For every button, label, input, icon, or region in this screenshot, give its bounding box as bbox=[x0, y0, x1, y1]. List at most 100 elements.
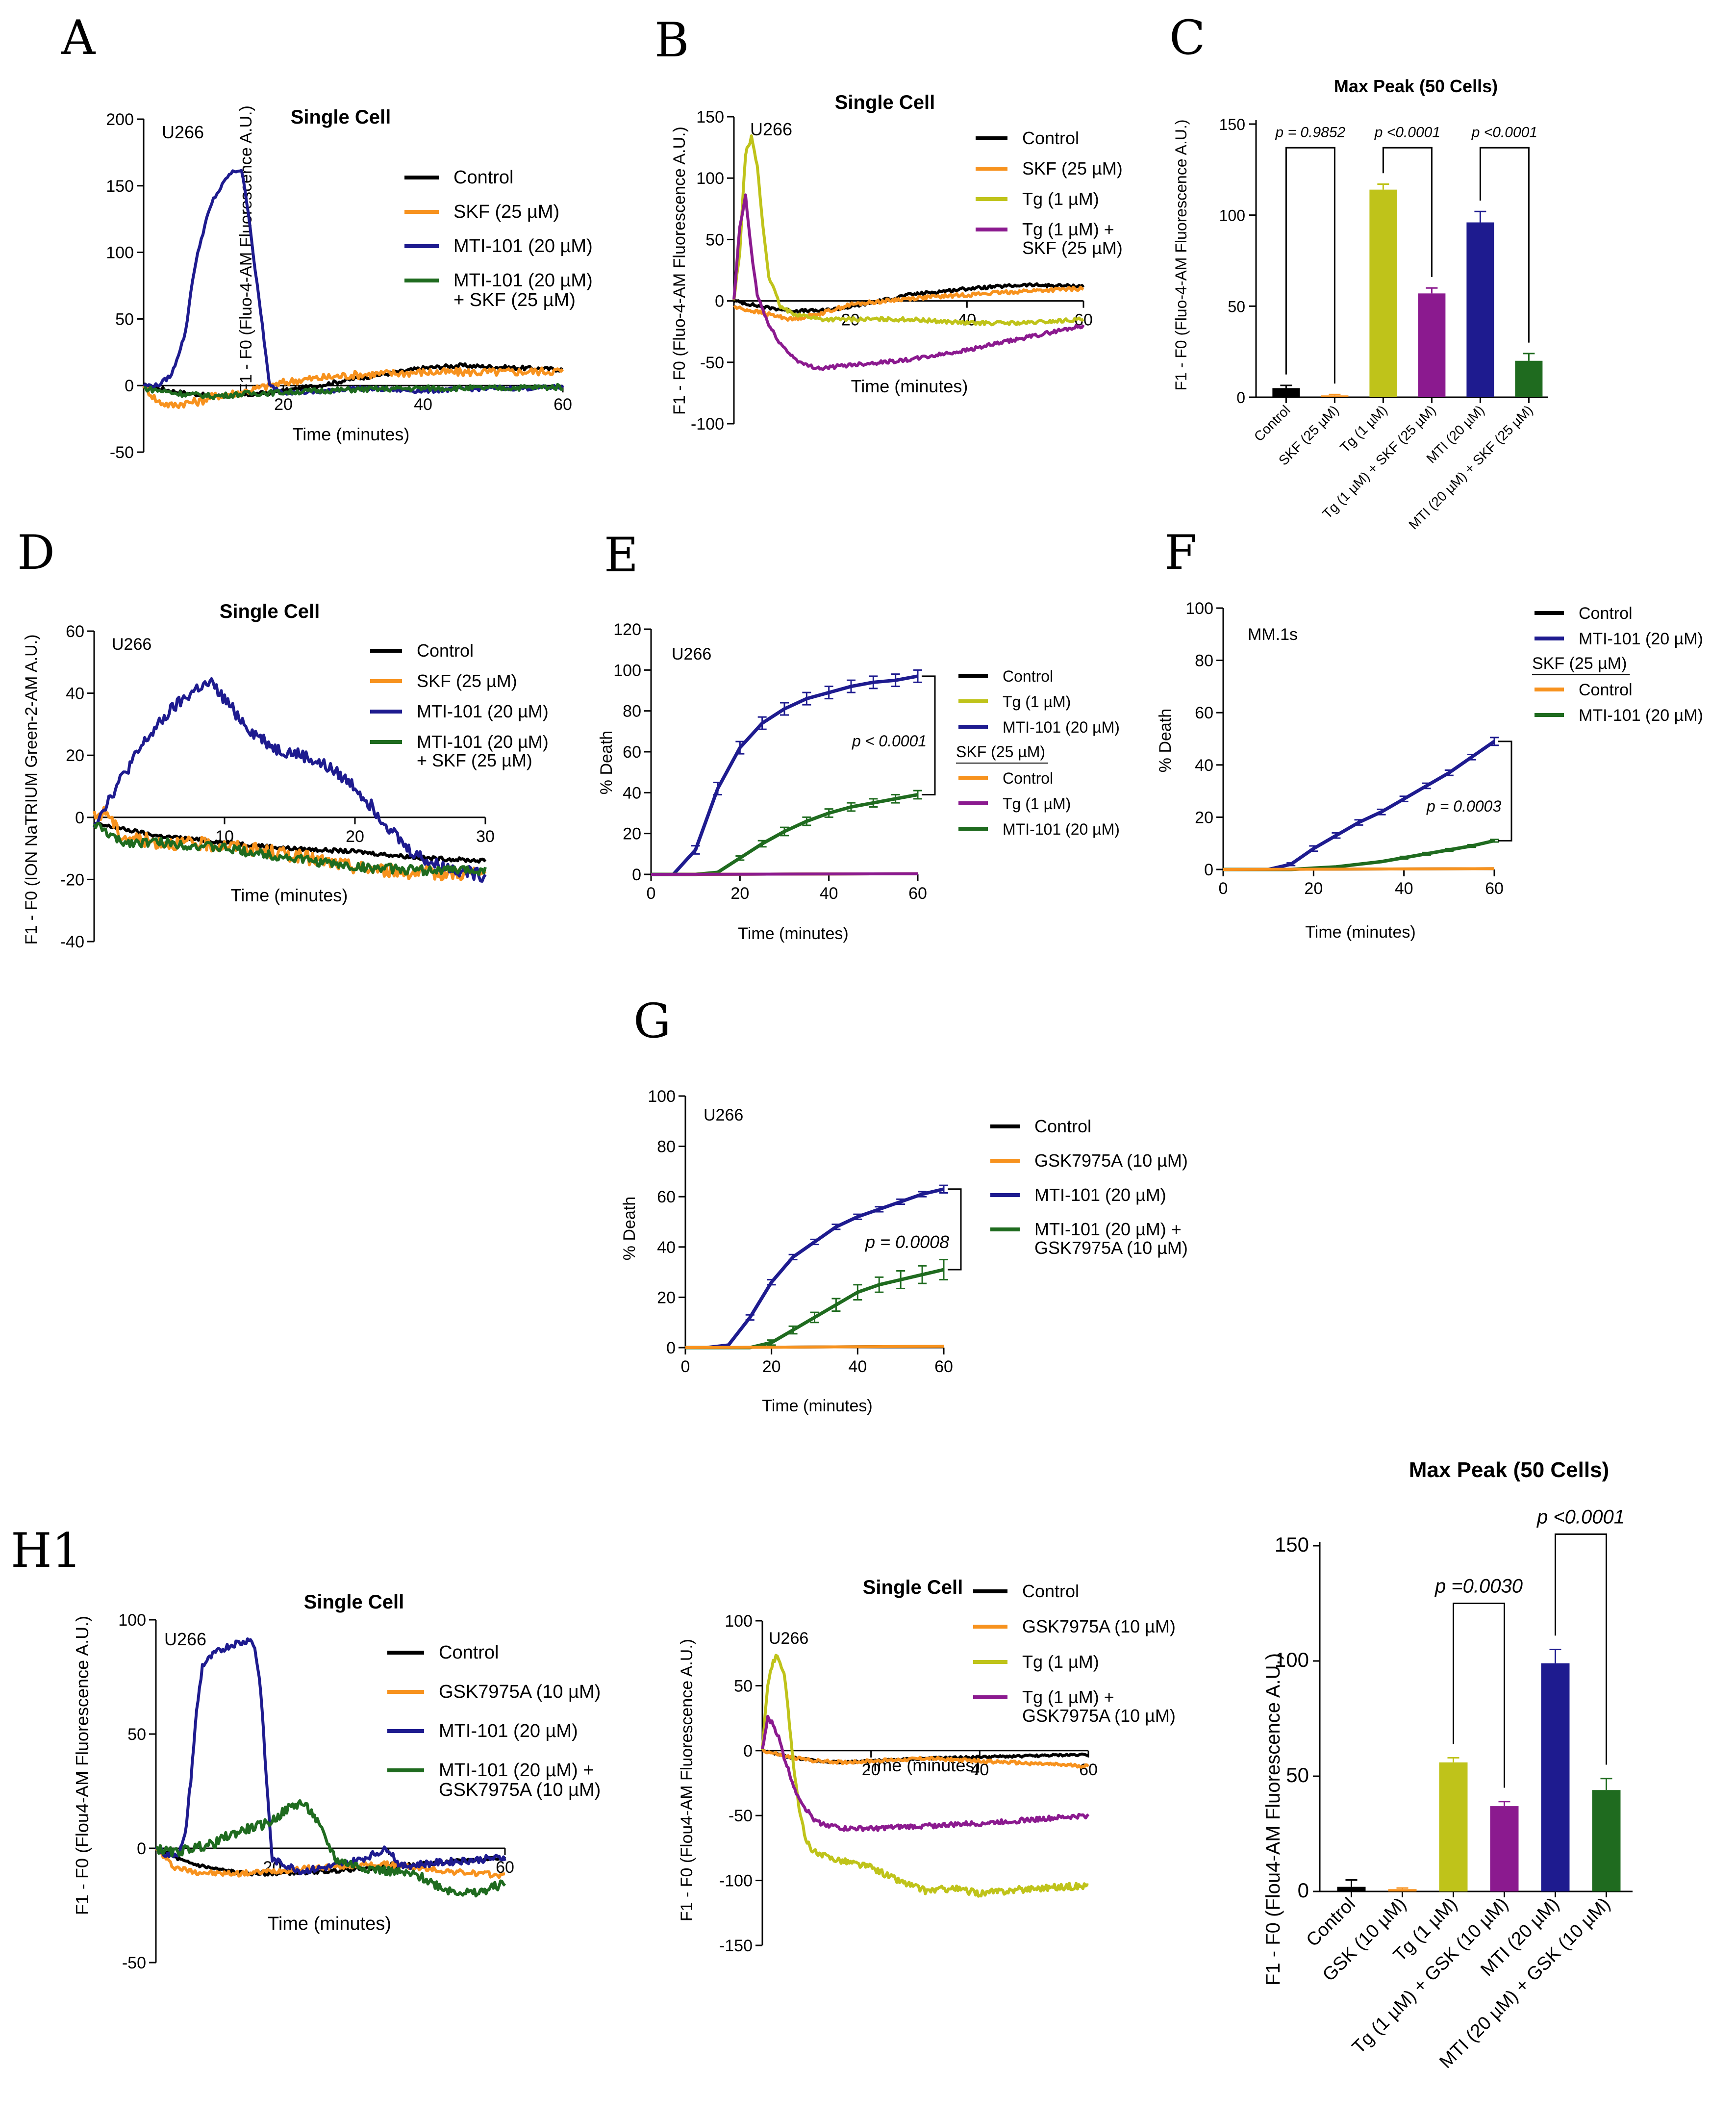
panel-e-ylabel: % Death bbox=[597, 731, 616, 794]
panel-h1-line-chart: Single Cell U266 F1 - F0 (Flou4-AM Fluor… bbox=[72, 1591, 601, 1972]
comparison-bracket bbox=[1479, 147, 1530, 343]
legend-label: MTI-101 (20 µM) bbox=[417, 701, 549, 721]
x-tick-label: 20 bbox=[346, 827, 364, 846]
x-tick-label: 0 bbox=[681, 1357, 690, 1376]
y-tick-label: 40 bbox=[657, 1238, 676, 1257]
panel-b-title: Single Cell bbox=[835, 92, 935, 113]
x-tick-label: 20 bbox=[274, 395, 293, 414]
y-tick-label: -100 bbox=[691, 415, 724, 434]
x-tick-label: 60 bbox=[1079, 1761, 1098, 1779]
legend-label: SKF (25 µM) bbox=[1022, 158, 1123, 179]
y-tick-label: -50 bbox=[700, 354, 724, 372]
series-line-gsk7975a bbox=[685, 1345, 944, 1349]
panel-letter-e: E bbox=[604, 528, 638, 583]
bar-control bbox=[1272, 388, 1300, 397]
series-line-mti-101-20-m- bbox=[154, 1637, 506, 1876]
y-tick-label: 120 bbox=[613, 620, 641, 639]
y-tick-label: 100 bbox=[118, 1611, 146, 1630]
legend-label: SKF (25 µM) bbox=[453, 202, 559, 222]
panel-letter-b: B bbox=[654, 13, 689, 68]
comparison-p-value: p <0.0001 bbox=[1471, 124, 1537, 140]
legend-label: Control bbox=[1003, 769, 1053, 787]
y-tick-label: 100 bbox=[106, 244, 134, 262]
bar-skf-25-m- bbox=[1321, 395, 1349, 397]
panel-b-xlabel: Time (minutes) bbox=[851, 376, 968, 396]
panel-e-xlabel: Time (minutes) bbox=[738, 924, 848, 943]
significance-bracket bbox=[948, 1188, 962, 1271]
legend-label: Control bbox=[1022, 1581, 1079, 1601]
series-line-control-skf bbox=[1223, 867, 1495, 871]
y-tick-label: 100 bbox=[613, 661, 641, 680]
comparison-bracket bbox=[1452, 1603, 1505, 1788]
panel-a-line-chart: Single Cell U266 F1 - F0 (Fluo-4-AM Fluo… bbox=[106, 105, 592, 462]
legend-label: GSK7975A (10 µM) bbox=[1022, 1706, 1176, 1726]
panel-g-cell-label: U266 bbox=[704, 1106, 743, 1124]
y-tick-label: 50 bbox=[1228, 298, 1245, 315]
bar-tg-1-m- bbox=[1369, 189, 1397, 397]
panel-h2-line-chart: Single Cell U266 F1 - F0 (Flou4-AM Fluor… bbox=[678, 1577, 1176, 1955]
panel-f-line-chart: MM.1s % Death Time (minutes) p = 0.0003 … bbox=[1156, 599, 1703, 942]
legend-label: Control bbox=[1579, 681, 1633, 699]
panel-h3-title: Max Peak (50 Cells) bbox=[1409, 1458, 1609, 1482]
series-line-gsk7975a-10-m- bbox=[761, 1749, 1090, 1769]
panel-d-title: Single Cell bbox=[220, 601, 320, 622]
legend-label: Control bbox=[1034, 1116, 1091, 1136]
panel-letter-h: H1 bbox=[11, 1523, 82, 1578]
comparison-p-value: p = 0.9852 bbox=[1275, 124, 1346, 140]
y-tick-label: 100 bbox=[696, 169, 724, 188]
legend-label: MTI-101 (20 µM) bbox=[453, 236, 593, 256]
panel-h2-title: Single Cell bbox=[863, 1577, 963, 1598]
legend-label: Control bbox=[1579, 604, 1633, 623]
series-line-tg-1-m-skf-25-m- bbox=[732, 193, 1085, 371]
legend-label: Tg (1 µM) bbox=[1003, 795, 1071, 813]
significance-bracket bbox=[1498, 740, 1512, 842]
y-tick-label: 150 bbox=[1275, 1533, 1309, 1556]
panel-f-annotation: p = 0.0003 bbox=[1426, 797, 1501, 815]
panel-letter-d: D bbox=[17, 525, 55, 580]
legend-label: MTI-101 (20 µM) bbox=[1579, 706, 1703, 725]
bar-mti-20-m-gsk-10-m- bbox=[1592, 1790, 1621, 1891]
panel-h2-ylabel: F1 - F0 (Flou4-AM Fluorescence A.U.) bbox=[678, 1639, 696, 1921]
y-tick-label: -50 bbox=[122, 1954, 146, 1972]
x-tick-label: 60 bbox=[934, 1357, 953, 1376]
bar-tg-1-m- bbox=[1439, 1762, 1468, 1891]
y-tick-label: 60 bbox=[657, 1188, 676, 1206]
legend-label: Control bbox=[1003, 667, 1053, 685]
panel-d-ylabel: F1 - F0 (ION NaTRIUM Green-2-AM A.U.) bbox=[22, 635, 41, 945]
y-tick-label: 40 bbox=[1195, 756, 1213, 775]
legend-label: GSK7975A (10 µM) bbox=[1034, 1150, 1188, 1171]
comparison-bracket bbox=[1554, 1533, 1607, 1765]
y-tick-label: 0 bbox=[1298, 1879, 1309, 1902]
panel-f-xlabel: Time (minutes) bbox=[1305, 923, 1415, 942]
bar-gsk-10-m- bbox=[1388, 1889, 1417, 1891]
legend-label: Tg (1 µM) bbox=[1022, 1652, 1099, 1672]
x-tick-label: 60 bbox=[908, 884, 927, 903]
legend-label: GSK7975A (10 µM) bbox=[1022, 1616, 1176, 1636]
y-tick-label: 0 bbox=[125, 377, 134, 395]
y-tick-label: 60 bbox=[66, 622, 84, 641]
legend-label: MTI-101 (20 µM) bbox=[1003, 820, 1120, 838]
x-tick-label: 0 bbox=[647, 884, 656, 903]
legend-label: MTI-101 (20 µM) bbox=[453, 270, 593, 291]
x-tick-label: 30 bbox=[476, 827, 495, 846]
y-tick-label: 40 bbox=[66, 685, 84, 703]
legend-label: MTI-101 (20 µM) + bbox=[439, 1760, 594, 1781]
legend-label: + SKF (25 µM) bbox=[453, 290, 576, 310]
y-tick-label: 20 bbox=[623, 825, 641, 843]
legend-label: + SKF (25 µM) bbox=[417, 750, 532, 770]
y-tick-label: 50 bbox=[1286, 1763, 1309, 1787]
panel-c-title: Max Peak (50 Cells) bbox=[1334, 76, 1498, 96]
y-tick-label: 0 bbox=[1204, 861, 1213, 879]
y-tick-label: 0 bbox=[1236, 389, 1245, 407]
legend-label: Control bbox=[1022, 128, 1079, 148]
series-line-skf-25-m- bbox=[733, 285, 1084, 322]
series-line-skf-25-m- bbox=[142, 366, 564, 409]
comparison-bracket bbox=[1382, 147, 1433, 277]
legend-header: SKF (25 µM) bbox=[956, 743, 1045, 761]
y-tick-label: 0 bbox=[715, 292, 724, 311]
panel-e-annotation: p < 0.0001 bbox=[852, 732, 927, 750]
y-tick-label: -40 bbox=[60, 933, 84, 951]
series-line-mti-101-20-m-gsk7975a-10-m- bbox=[155, 1799, 506, 1898]
legend-label: Tg (1 µM) bbox=[1003, 693, 1071, 711]
